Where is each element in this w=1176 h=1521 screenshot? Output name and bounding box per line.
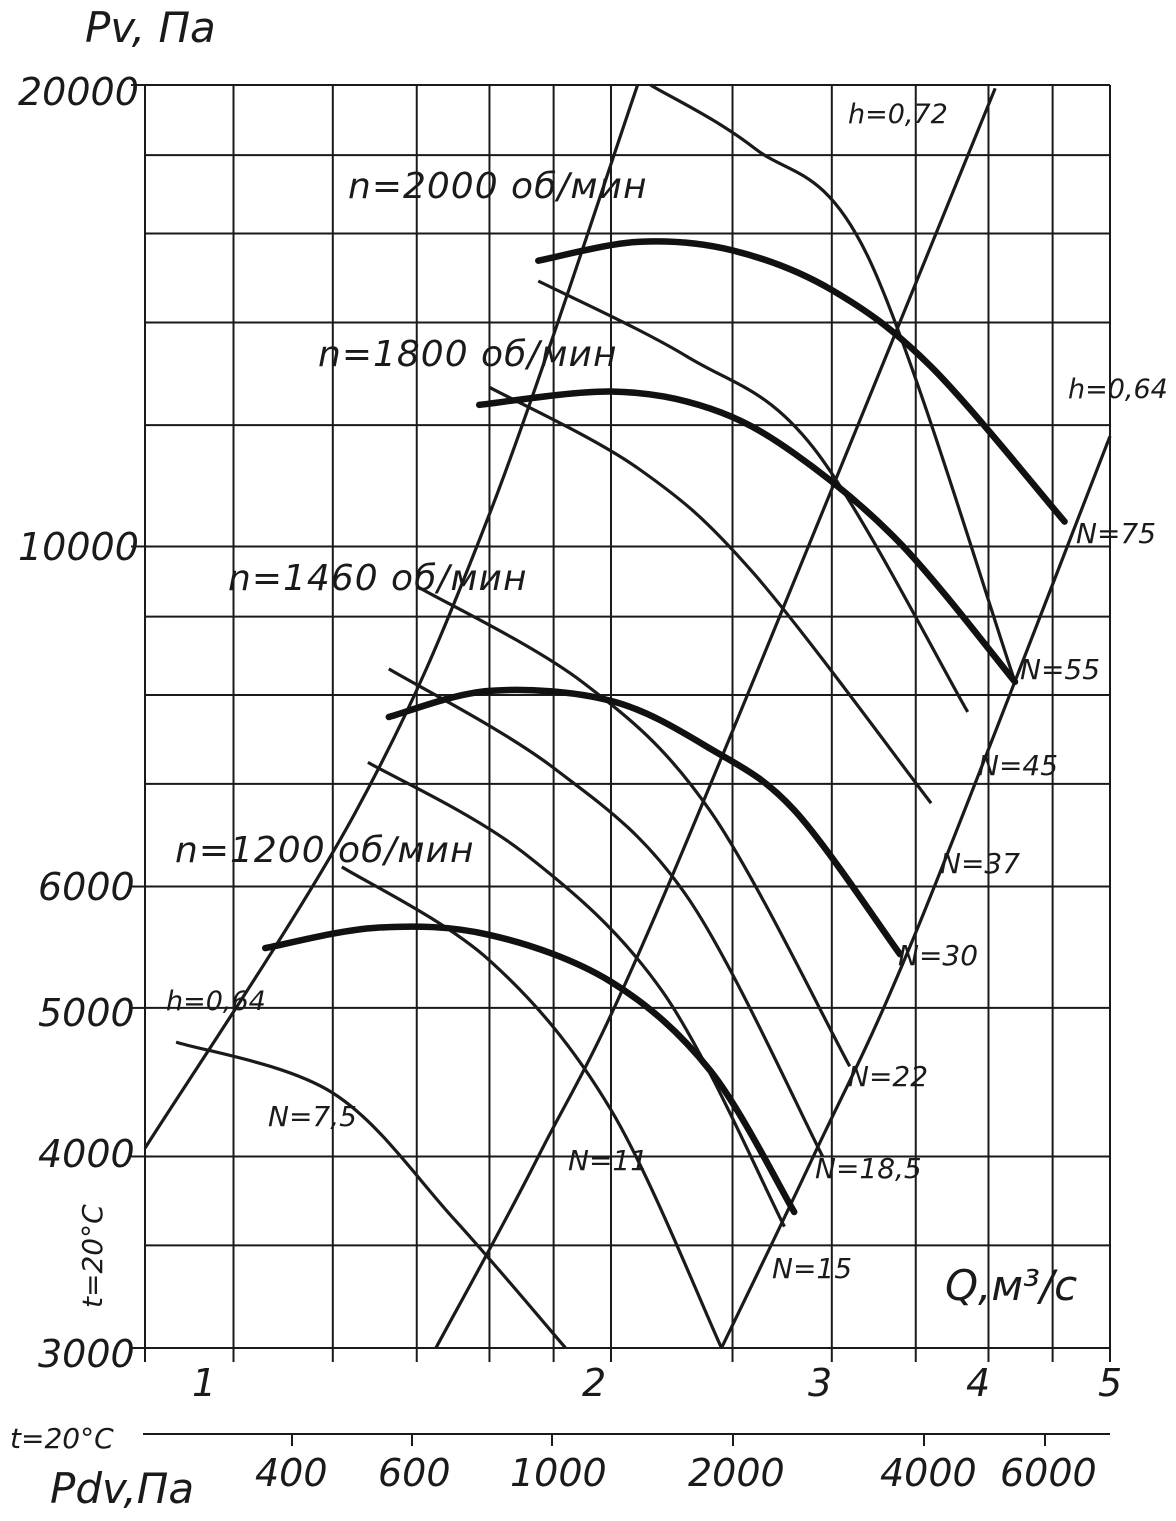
- y-tick-label: 5000: [38, 991, 135, 1035]
- efficiency-label-top: h=0,72: [848, 99, 948, 130]
- power-curve-7: [649, 83, 1017, 683]
- power-label-30: N=30: [898, 939, 978, 972]
- pdv-tick-label: 4000: [880, 1451, 977, 1495]
- efficiency-label-left: h=0,64: [166, 986, 266, 1017]
- speed-curve-0: [261, 923, 798, 1216]
- pdv-tick-label: 2000: [688, 1451, 785, 1495]
- speed-curve-1: [385, 686, 904, 958]
- y-tick-label: 6000: [38, 865, 135, 909]
- efficiency-line-2: [720, 435, 1112, 1349]
- curves: [143, 83, 1112, 1350]
- speed-label-1800: n=1800 об/мин: [318, 334, 618, 375]
- speed-curve-3: [535, 238, 1068, 525]
- pdv-tick-label: 600: [378, 1451, 451, 1495]
- temperature-label-side: t=20°C: [76, 1204, 109, 1308]
- x-tick-label: 5: [1098, 1361, 1122, 1405]
- speed-label-1460: n=1460 об/мин: [228, 558, 528, 599]
- power-label-55: N=55: [1020, 653, 1100, 686]
- x-tick-label: 2: [582, 1361, 606, 1405]
- x-axis-title: Q,м³/с: [945, 1261, 1077, 1310]
- efficiency-label-right: h=0,64: [1068, 374, 1168, 405]
- speed-label-2000: n=2000 об/мин: [348, 166, 648, 207]
- power-label-15: N=15: [772, 1252, 852, 1285]
- power-curve-4: [415, 584, 852, 1068]
- pdv-tick-label: 6000: [1000, 1451, 1097, 1495]
- pdv-tick-label: 1000: [510, 1451, 607, 1495]
- pdv-axis-title: Pdv,Па: [50, 1464, 194, 1513]
- y-tick-label: 10000: [18, 525, 139, 569]
- speed-label-1200: n=1200 об/мин: [175, 830, 475, 871]
- grid: [131, 84, 1111, 1362]
- temperature-label-bottom: t=20°C: [10, 1422, 114, 1455]
- y-tick-label: 4000: [38, 1132, 135, 1176]
- x-tick-label: 4: [966, 1361, 990, 1405]
- y-tick-label: 20000: [18, 70, 139, 114]
- y-tick-label: 3000: [38, 1332, 135, 1376]
- power-label-7-5: N=7,5: [268, 1100, 357, 1133]
- x-tick-label: 1: [192, 1361, 216, 1405]
- power-label-18-5: N=18,5: [815, 1152, 922, 1185]
- power-curve-0: [175, 1040, 567, 1350]
- power-label-22: N=22: [848, 1060, 928, 1093]
- power-label-75: N=75: [1076, 517, 1156, 550]
- efficiency-line-0: [143, 84, 640, 1150]
- power-curve-6: [537, 279, 970, 713]
- power-curve-2: [367, 761, 786, 1228]
- power-curve-1: [340, 865, 723, 1349]
- power-curve-5: [488, 385, 933, 805]
- power-label-45: N=45: [978, 749, 1058, 782]
- y-axis-title: Pv, Па: [85, 3, 216, 52]
- power-label-11: N=11: [568, 1144, 648, 1177]
- speed-curve-2: [475, 388, 1019, 686]
- power-curve-3: [387, 667, 825, 1158]
- power-label-37: N=37: [940, 847, 1020, 880]
- x-tick-label: 3: [808, 1361, 832, 1405]
- pdv-tick-label: 400: [255, 1451, 328, 1495]
